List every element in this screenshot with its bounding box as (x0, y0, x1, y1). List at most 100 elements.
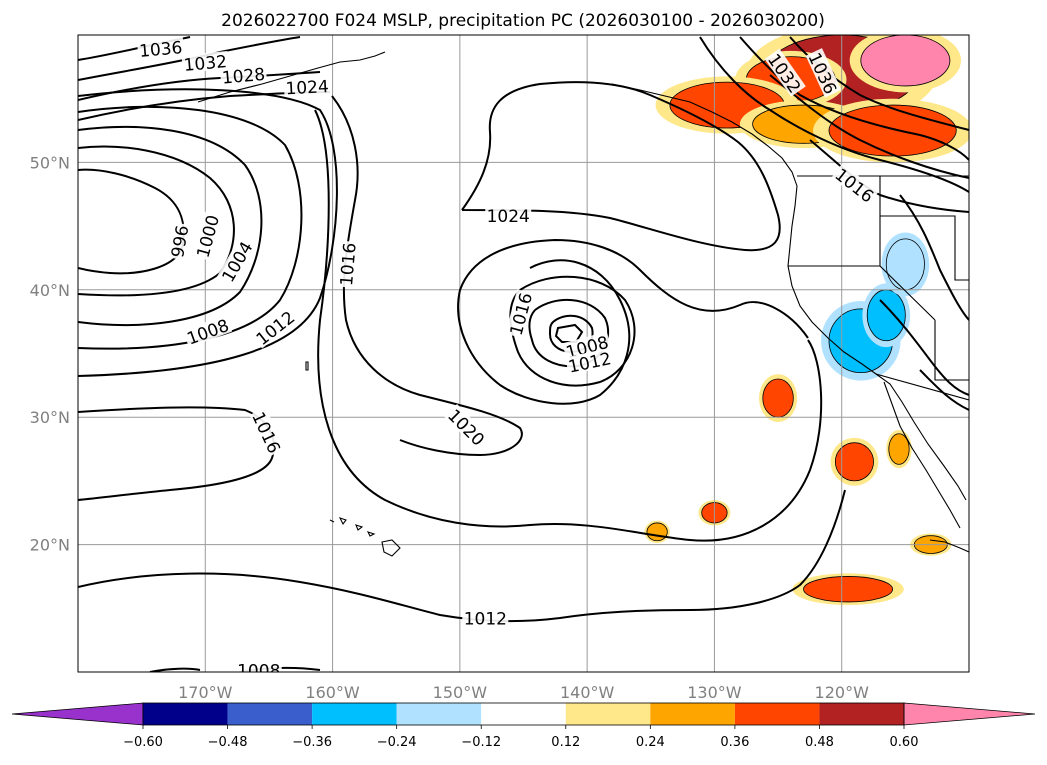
isobar-1016-west (78, 406, 275, 501)
state-border-id (879, 176, 969, 281)
isobar-1024-ne (769, 74, 969, 179)
precip-area-10 (803, 576, 894, 603)
isobar-label: 1036 (138, 38, 183, 62)
chart-title: 2026022700 F024 MSLP, precipitation PC (… (221, 11, 825, 31)
isobar-1008-east (919, 369, 969, 411)
isobar-1028-ne (699, 36, 969, 193)
isobar-label-group: 1024 (485, 205, 532, 227)
isobar-1020 (314, 109, 823, 542)
precip-area-5 (828, 104, 957, 157)
isobar-label-group: 996 (166, 222, 193, 261)
colorbar-segment (819, 703, 904, 725)
alaska-coastline (197, 51, 386, 103)
x-axis-tick-labels: 170°W 160°W 150°W 140°W 130°W 120°W (178, 683, 869, 702)
map-frame (77, 34, 970, 673)
colorbar-segment (227, 703, 313, 725)
colorbar-segment (565, 703, 651, 725)
colorbar-extend-high (903, 702, 1036, 726)
colorbar-segment (396, 703, 482, 725)
precip-area-14 (646, 522, 668, 542)
isobar-label: 1008 (237, 662, 280, 682)
isobar-label-knockout (182, 314, 233, 348)
isobar-label: 1024 (487, 207, 530, 227)
isobar-1020-east (899, 194, 969, 321)
isobar-label-knockout (462, 608, 509, 627)
colorbar-tick-label: 0.36 (720, 735, 749, 750)
y-axis-tick-labels: 50°N 40°N 30°N 20°N (30, 153, 70, 554)
isobar-1016-ne (809, 139, 969, 213)
isobar-label-knockout (136, 37, 185, 59)
isobar-label: 1012 (464, 609, 507, 629)
colorbar-segment (734, 703, 820, 725)
mexico-coastline (929, 539, 969, 553)
coastlines (197, 51, 969, 557)
y-tick-label: 50°N (30, 153, 70, 172)
isobar-label-knockout (565, 347, 614, 376)
isobar-1004 (78, 125, 263, 326)
isobar-label: 1016 (337, 242, 361, 287)
colorbar-segment (312, 703, 397, 725)
precip-area-11 (762, 378, 794, 418)
x-tick-label: 120°W (815, 683, 870, 702)
colorbar: −0.60 −0.48 −0.36 −0.24 −0.12 0.12 0.24 0.36 0.4… (11, 702, 1036, 750)
isobar-label-knockout (444, 404, 490, 450)
isobar-1016-low (509, 275, 636, 387)
colorbar-tick-label: −0.36 (292, 735, 332, 750)
colorbar-outline (142, 702, 905, 726)
us-mexico-border (875, 373, 969, 401)
hawaii-islands (329, 517, 401, 557)
isobar-label: 1024 (285, 77, 329, 99)
baja-coastline (883, 381, 961, 529)
x-tick-label: 150°W (433, 683, 488, 702)
colorbar-tick-label: 0.12 (551, 735, 580, 750)
isobar-label: 1032 (183, 52, 228, 76)
isobar-1012-south (78, 489, 846, 623)
isobar-label-knockout (505, 289, 535, 339)
colorbar-tick-label: 0.24 (636, 735, 665, 750)
precip-area-12 (888, 433, 910, 465)
state-border-az (934, 320, 969, 381)
isobar-label-group: 1036 (136, 37, 185, 62)
isobar-label-knockout (485, 205, 532, 224)
isobar-label-knockout (831, 163, 879, 206)
precip-area-1 (860, 35, 951, 87)
isobar-label: 1028 (221, 65, 266, 89)
isobar-label-knockout (283, 76, 331, 97)
y-tick-label: 20°N (30, 536, 70, 555)
isobar-label-group: 1008 (235, 660, 282, 682)
x-tick-label: 130°W (687, 683, 742, 702)
precip-area-9 (834, 442, 874, 482)
guadalupe-island (305, 361, 309, 371)
isobar-label-knockout (235, 660, 282, 672)
gridlines (78, 35, 969, 672)
isobar-1024-center (457, 238, 809, 405)
isobar-label-group: 1024 (283, 76, 331, 99)
isobar-1032-ne (739, 36, 969, 161)
y-tick-label: 30°N (30, 408, 70, 427)
isobar-1016-big (331, 95, 523, 457)
isobar-1000 (78, 145, 235, 297)
colorbar-tick-label: −0.12 (461, 735, 501, 750)
isobar-label-knockout (562, 331, 612, 361)
isobar-label-group: 1016 (335, 240, 361, 288)
state-border-nv-ca (879, 216, 936, 321)
x-tick-label: 170°W (178, 683, 233, 702)
precip-area-8 (885, 238, 925, 291)
colorbar-segment (481, 703, 566, 725)
isobar-1012 (78, 88, 338, 377)
colorbar-segment (143, 703, 228, 725)
x-tick-label: 160°W (305, 683, 360, 702)
colorbar-tick-label: 0.48 (805, 735, 834, 750)
isobar-label-knockout (805, 48, 842, 98)
colorbar-tick-label: −0.48 (208, 735, 248, 750)
isobar-1012-east (879, 299, 969, 396)
us-west-coastline (787, 185, 967, 501)
x-tick-label: 140°W (560, 683, 615, 702)
isobar-label-knockout (181, 51, 229, 74)
isobar-label-group: 1028 (219, 63, 268, 89)
isobars (78, 36, 969, 672)
y-tick-label: 40°N (30, 281, 70, 300)
bc-alaska-panhandle-coastline (611, 83, 798, 187)
colorbar-segment (650, 703, 735, 725)
